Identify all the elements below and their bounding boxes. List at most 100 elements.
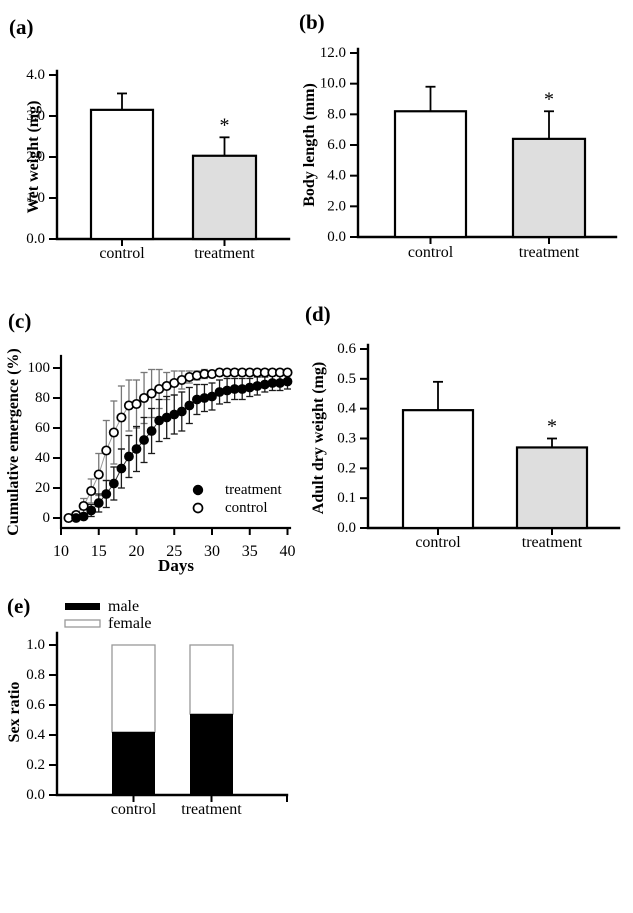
data-point-treatment <box>124 451 134 462</box>
data-point-treatment <box>78 511 89 522</box>
bar-control <box>393 110 468 239</box>
y-tick-label-(a): 0.0 <box>26 231 45 247</box>
significance-asterisk-treatment: * <box>547 416 557 438</box>
x-axis-title-days: Days <box>158 556 194 575</box>
y-tick-label-(d): 0.1 <box>337 490 356 506</box>
y-axis-title-wet-weight: Wet weight (mg) <box>25 100 42 214</box>
panel-label-d: (d) <box>305 302 331 326</box>
y-tick-label-(d): 0.6 <box>337 341 356 357</box>
x-tick-label: 15 <box>91 543 107 560</box>
data-point-treatment <box>93 498 104 508</box>
x-tick-label: 30 <box>204 543 220 560</box>
x-tick-label: 10 <box>53 543 69 560</box>
legend-label-control: control <box>225 500 268 516</box>
y-tick-label-(e): 1.0 <box>26 637 45 653</box>
legend-marker-treatment <box>192 484 204 496</box>
y-tick-label-(a): 1.0 <box>26 190 45 206</box>
significance-asterisk-treatment: * <box>544 88 554 110</box>
y-tick-label-(e): 0.2 <box>26 757 45 773</box>
data-point-treatment <box>176 406 187 417</box>
data-point-treatment <box>86 505 97 516</box>
y-tick-label-(b): 4.0 <box>327 168 346 184</box>
data-point-control <box>139 392 150 404</box>
y-tick-label: 0 <box>43 510 51 526</box>
data-point-treatment <box>116 463 127 474</box>
stack-female-control <box>111 644 156 733</box>
y-tick-label-(b): 12.0 <box>320 45 346 61</box>
legend-label-female: female <box>108 615 152 632</box>
data-point-control <box>108 427 119 438</box>
y-tick-label-(d): 0.5 <box>337 371 356 387</box>
data-point-control <box>93 469 104 480</box>
category-label-control: control <box>111 801 157 818</box>
category-label-control: control <box>408 244 454 261</box>
significance-asterisk-treatment: * <box>220 114 230 136</box>
bar-treatment <box>191 154 258 241</box>
y-tick-label-(d): 0.0 <box>337 520 356 536</box>
category-label-control: control <box>415 534 461 551</box>
data-point-treatment <box>207 391 217 402</box>
x-tick-label: 20 <box>129 543 145 560</box>
bar-treatment <box>511 137 587 239</box>
data-point-control <box>101 445 112 456</box>
data-point-control <box>78 500 89 512</box>
data-point-control <box>146 388 157 399</box>
y-tick-label-(e): 0.4 <box>26 727 45 743</box>
category-label-treatment: treatment <box>522 534 583 551</box>
legend-marker-control <box>192 502 204 514</box>
legend-swatch-female <box>64 619 101 628</box>
y-tick-label: 80 <box>35 390 50 406</box>
category-label-control: control <box>99 245 145 262</box>
data-point-treatment <box>108 478 119 489</box>
y-tick-label: 40 <box>35 450 50 466</box>
y-tick-label-(d): 0.2 <box>337 460 356 476</box>
data-point-treatment <box>184 400 195 411</box>
stack-female-treatment <box>189 644 234 715</box>
y-tick-label-(e): 0.8 <box>26 667 45 683</box>
bar-control <box>401 409 475 530</box>
data-point-control <box>116 412 127 423</box>
stack-male-control <box>112 732 155 795</box>
y-tick-label-(b): 2.0 <box>327 198 346 214</box>
y-tick-label-(d): 0.3 <box>337 431 356 447</box>
legend-label-treatment: treatment <box>225 482 282 498</box>
panel-label-e: (e) <box>7 594 31 618</box>
panel-label-a: (a) <box>9 15 34 39</box>
y-tick-label-(e): 0.6 <box>26 697 45 713</box>
y-tick-label-(a): 4.0 <box>26 67 45 83</box>
category-label-treatment: treatment <box>519 244 580 261</box>
y-tick-label-(b): 10.0 <box>320 76 346 92</box>
panel-label-c: (c) <box>8 309 32 333</box>
x-tick-label: 40 <box>280 543 296 560</box>
data-point-control <box>131 398 142 410</box>
data-point-control <box>282 367 293 378</box>
y-axis-title-sex-ratio: Sex ratio <box>6 681 23 743</box>
category-label-treatment: treatment <box>181 801 242 818</box>
y-tick-label-(b): 8.0 <box>327 106 346 122</box>
y-tick-label-(a): 2.0 <box>26 149 45 165</box>
x-tick-label: 35 <box>242 543 258 560</box>
legend-label-male: male <box>108 598 139 615</box>
y-tick-label: 60 <box>35 420 50 436</box>
data-point-treatment <box>101 489 112 499</box>
y-tick-label: 20 <box>35 480 50 496</box>
y-axis-title-adult-dry-weight: Adult dry weight (mg) <box>310 361 327 515</box>
bar-control <box>89 108 155 241</box>
category-label-treatment: treatment <box>194 245 255 262</box>
panel-label-b: (b) <box>299 10 325 34</box>
y-tick-label-(b): 6.0 <box>327 137 346 153</box>
data-point-treatment <box>146 426 157 436</box>
legend-swatch-male <box>65 603 100 610</box>
stack-male-treatment <box>190 714 233 795</box>
y-axis-title-body-length: Body length (mm) <box>301 83 318 207</box>
x-tick-label: 25 <box>166 543 182 560</box>
y-axis-title-cumulative-emergence: Cumulative emergence (%) <box>5 348 22 536</box>
y-tick-label-(b): 0.0 <box>327 229 346 245</box>
y-tick-label: 100 <box>28 360 51 376</box>
data-point-treatment <box>131 444 142 454</box>
y-tick-label-(e): 0.0 <box>26 787 45 803</box>
data-point-control <box>86 485 97 497</box>
axes <box>55 631 289 797</box>
